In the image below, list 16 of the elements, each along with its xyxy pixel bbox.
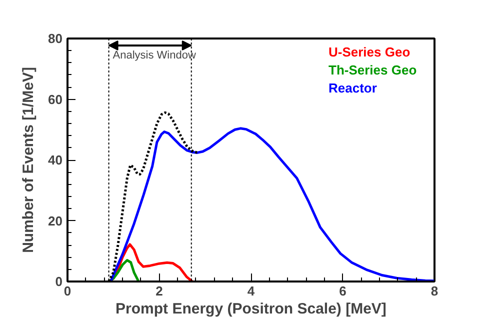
y-axis-title: Number of Events [1/MeV] [20,67,38,253]
x-tick-label: 6 [339,284,346,298]
text: Reactor [328,80,377,96]
y-tick-label: 20 [48,213,63,228]
text: Th-Series Geo [328,62,417,78]
line-series [109,127,434,282]
text: U-Series Geo [328,44,410,60]
x-axis-title: Prompt Energy (Positron Scale) [MeV] [116,300,386,318]
x-tick-label: 2 [156,284,163,298]
annotation: Analysis Window [112,49,196,62]
y-tick-label: 80 [48,31,63,46]
x-tick-label: 8 [430,284,438,298]
x-tick-label: 4 [247,284,256,298]
y-tick-label: 0 [55,274,63,289]
y-tick-label: 40 [48,152,63,168]
y-tick-label: 60 [48,92,63,107]
